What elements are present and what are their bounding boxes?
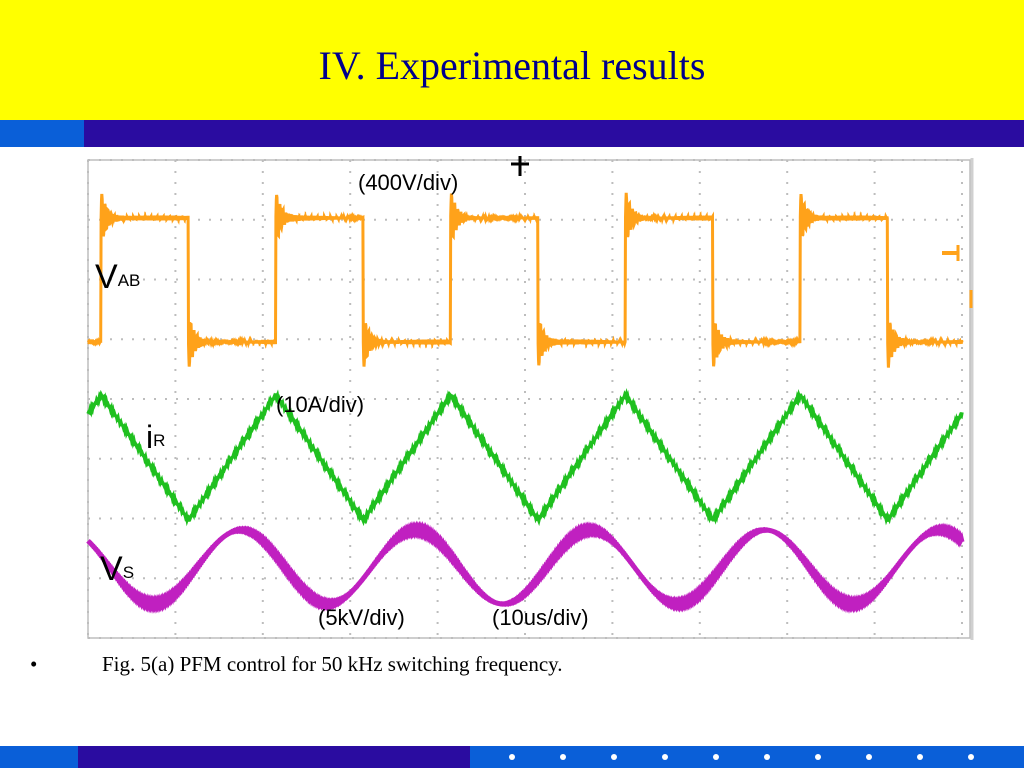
bottom-band-dark-segment: [78, 746, 470, 768]
band-dot: [866, 754, 872, 760]
band-dot: [611, 754, 617, 760]
figure-caption: Fig. 5(a) PFM control for 50 kHz switchi…: [102, 652, 563, 676]
slide-title: IV. Experimental results: [318, 43, 706, 88]
vab-scale-label: (400V/div): [358, 170, 458, 195]
oscilloscope-chart: (400V/div) VAB (10A/div) iR VS (5kV/div)…: [86, 156, 974, 640]
band-dot: [509, 754, 515, 760]
vs-label-main: V: [100, 550, 123, 588]
series-vab-trace: [87, 192, 964, 368]
band-dot: [662, 754, 668, 760]
vs-scale-label: (5kV/div): [318, 605, 405, 630]
vs-series-label: VS: [100, 550, 134, 588]
caption-bullet: •: [30, 652, 38, 676]
vab-series-label: VAB: [95, 258, 140, 296]
trigger-marker-icon: [511, 156, 529, 176]
top-decor-band: [0, 120, 1024, 147]
vab-level-marker-icon: [942, 245, 973, 308]
caption-row: • Fig. 5(a) PFM control for 50 kHz switc…: [0, 652, 1024, 686]
bottom-band-light-segment: [0, 746, 78, 768]
title-bar: [0, 0, 1024, 120]
time-scale-label: (10us/div): [492, 605, 589, 630]
band-dot: [968, 754, 974, 760]
vab-label-main: V: [95, 258, 118, 296]
band-dot: [917, 754, 923, 760]
ir-label-main: i: [146, 419, 153, 455]
top-band-light-segment: [0, 120, 84, 147]
vab-label-sub: AB: [118, 271, 141, 290]
top-band-dark-segment: [84, 120, 1024, 147]
band-dot: [764, 754, 770, 760]
scope-screen-border: [87, 159, 971, 639]
ir-scale-label: (10A/div): [276, 392, 364, 417]
bottom-band-dotted-segment: [470, 746, 1024, 768]
series-ir-trace: [86, 387, 964, 527]
vs-label-sub: S: [123, 563, 134, 582]
ir-series-label: iR: [146, 419, 165, 455]
band-dot: [713, 754, 719, 760]
band-dot: [815, 754, 821, 760]
series-vs-trace: [86, 520, 965, 614]
bottom-decor-band: [0, 746, 1024, 768]
band-dot: [560, 754, 566, 760]
ir-label-sub: R: [153, 431, 165, 450]
